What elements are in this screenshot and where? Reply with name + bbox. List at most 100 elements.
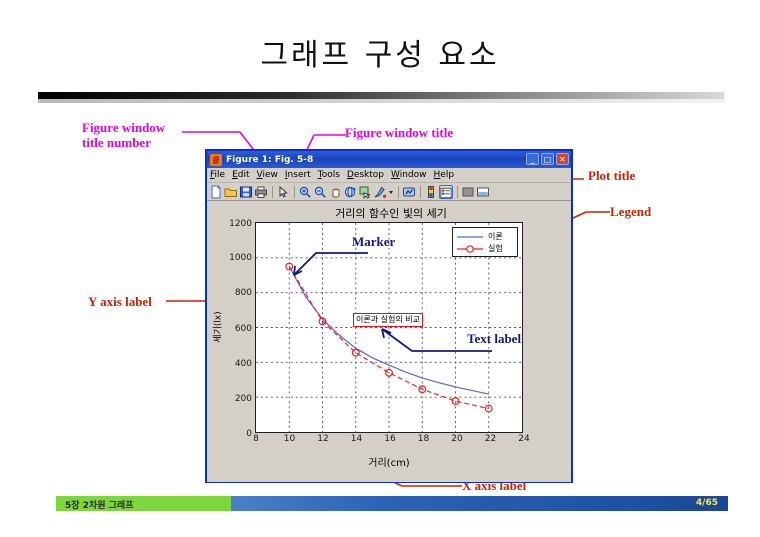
brush-dropdown-icon[interactable] [388,185,394,199]
x-tick-18: 18 [417,434,430,444]
menu-file-rest: ile [214,170,226,180]
menu-item-file[interactable]: File [210,170,225,180]
menu-view-mnemonic: V [256,170,263,180]
toolbar-separator-3 [398,185,399,198]
matlab-figure-window[interactable]: Figure 1: Fig. 5-8 _ □ ✕ File Edit View … [205,149,573,483]
annotation-text-label: Text label [467,331,522,346]
brush-icon[interactable] [373,185,387,199]
new-figure-icon[interactable] [209,185,223,199]
annotation-plot-title: Plot title [588,168,636,183]
y-tick-800: 800 [234,288,252,299]
menu-tools-mnemonic: T [317,170,322,180]
menu-insert-rest: nsert [287,170,311,180]
menu-help-rest: elp [440,170,455,180]
print-figure-icon[interactable] [254,185,268,199]
plot-legend[interactable]: 이론 실험 [452,227,518,257]
x-tick-10: 10 [283,434,296,444]
y-tick-600: 600 [234,323,252,334]
slide-footer: 5장 2차원 그래프 4/65 [56,496,728,511]
legend-sample-experiment [455,242,485,254]
annotation-figure-window-title-number: Figure window title number [82,120,165,151]
legend-label-experiment: 실험 [488,243,503,253]
y-tick-1200: 1200 [229,219,252,229]
save-figure-icon[interactable] [239,185,253,199]
menu-insert-mnemonic: I [284,170,288,180]
x-tick-20: 20 [451,434,463,444]
hide-plot-tools-icon[interactable] [461,185,475,199]
annotation-legend: Legend [610,204,652,219]
figure-menu-bar[interactable]: File Edit View Insert Tools Desktop Wind… [207,168,571,183]
toolbar-separator-4 [420,185,421,198]
annotation-figure-window-title: Figure window title [345,125,454,140]
menu-window-mnemonic: W [391,170,400,180]
data-cursor-icon[interactable] [358,185,372,199]
pan-icon[interactable] [328,185,342,199]
series-theory-line [288,266,489,395]
plot-text-annotation: 이론과 실험의 비교 [353,313,423,327]
annotation-marker: Marker [352,234,396,249]
footer-green-band: 5장 2차원 그래프 [56,496,231,511]
figure-toolbar[interactable] [207,183,571,201]
legend-sample-theory [455,230,485,242]
plot-title-text: 거리의 함수인 빛의 세기 [335,207,447,220]
figure-title-bar[interactable]: Figure 1: Fig. 5-8 _ □ ✕ [207,151,571,168]
menu-tools-rest: ools [321,170,340,180]
y-tick-200: 200 [234,393,252,404]
zoom-out-icon[interactable] [313,185,327,199]
close-button[interactable]: ✕ [556,153,569,165]
menu-view-rest: iew [262,170,278,180]
minimize-button[interactable]: _ [526,153,539,165]
menu-item-edit[interactable]: Edit [232,170,249,180]
menu-window-rest: indow [399,170,427,180]
show-plot-tools-icon[interactable] [476,185,490,199]
toolbar-separator-1 [272,185,273,198]
toolbar-separator-2 [294,185,295,198]
y-tick-0: 0 [246,429,252,439]
window-controls[interactable]: _ □ ✕ [526,153,569,165]
menu-item-help[interactable]: Help [434,170,455,180]
menu-item-window[interactable]: Window [391,170,427,180]
menu-item-insert[interactable]: Insert [285,170,311,180]
toolbar-separator-5 [457,185,458,198]
x-tick-14: 14 [350,434,363,444]
y-tick-400: 400 [234,358,252,369]
annotation-figure-window-title-number-line1: Figure window [82,120,166,135]
x-axis-label-text: 거리(cm) [368,458,410,469]
page-title: 그래프 구성 요소 [260,38,500,73]
figure-window-title-text: Figure 1: Fig. 5-8 [226,154,314,165]
footer-blue-band: 4/65 [231,496,728,511]
menu-help-mnemonic: H [433,170,441,180]
annotation-leader-marker [293,252,368,276]
x-tick-16: 16 [384,434,396,444]
rotate-3d-icon[interactable] [343,185,357,199]
plot-series-layer [285,262,493,413]
menu-item-desktop[interactable]: Desktop [347,170,384,180]
legend-label-theory: 이론 [488,231,503,241]
menu-file-mnemonic: F [210,170,215,180]
y-tick-1000: 1000 [229,253,252,264]
zoom-in-icon[interactable] [298,185,312,199]
link-plot-icon[interactable] [402,185,416,199]
legend-icon[interactable] [439,184,453,199]
menu-item-view[interactable]: View [257,170,278,180]
title-divider [38,92,724,99]
maximize-button[interactable]: □ [541,153,554,165]
menu-edit-mnemonic: E [232,170,238,180]
x-tick-24: 24 [518,434,530,444]
pointer-icon[interactable] [276,185,290,199]
menu-desktop-mnemonic: D [346,170,354,180]
footer-chapter-label: 5장 2차원 그래프 [65,501,134,511]
figure-canvas: 거리의 함수인 빛의 세기 세기(lx) 거리(cm) [207,201,571,482]
annotation-y-axis-label: Y axis label [88,294,152,309]
title-divider-shadow [38,99,724,103]
legend-row-experiment: 실험 [455,242,515,254]
legend-row-theory: 이론 [455,230,515,242]
x-tick-8: 8 [253,434,259,444]
footer-page-number: 4/65 [695,498,718,508]
menu-edit-rest: dit [237,170,250,180]
open-file-icon[interactable] [224,185,238,199]
menu-item-tools[interactable]: Tools [318,170,340,180]
annotation-figure-window-title-number-line2: title number [82,135,151,151]
colorbar-icon[interactable] [424,185,438,199]
plot-axes: 0 200 400 600 800 1000 1200 8 10 12 14 1… [229,219,530,444]
